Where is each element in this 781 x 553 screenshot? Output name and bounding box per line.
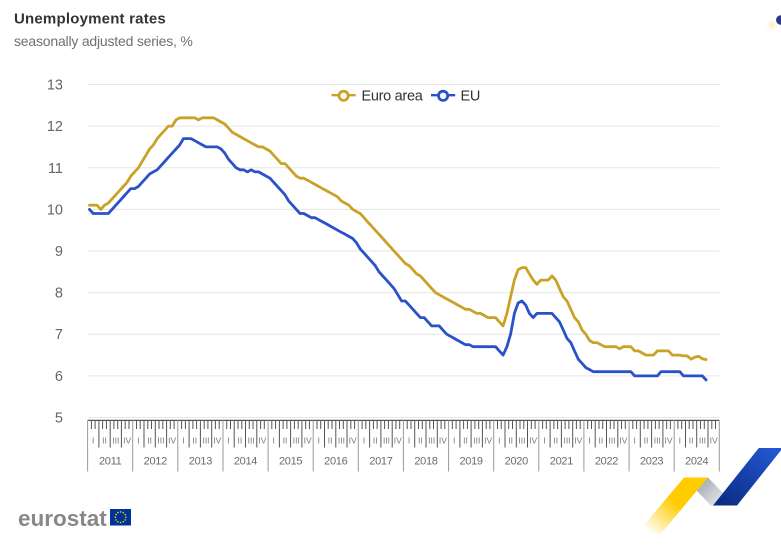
svg-text:IV: IV — [664, 436, 672, 446]
svg-text:IV: IV — [529, 436, 537, 446]
svg-text:2016: 2016 — [324, 456, 347, 468]
svg-text:2021: 2021 — [550, 456, 573, 468]
svg-text:2020: 2020 — [505, 456, 528, 468]
svg-text:I: I — [182, 436, 184, 446]
svg-text:II: II — [373, 436, 378, 446]
svg-text:9: 9 — [55, 244, 63, 260]
svg-text:III: III — [338, 436, 345, 446]
svg-text:II: II — [147, 436, 152, 446]
svg-text:10: 10 — [47, 202, 63, 218]
svg-text:I: I — [588, 436, 590, 446]
svg-text:12: 12 — [47, 119, 63, 135]
svg-text:IV: IV — [258, 436, 266, 446]
svg-text:III: III — [428, 436, 435, 446]
svg-text:5: 5 — [55, 411, 63, 427]
svg-text:II: II — [328, 436, 333, 446]
svg-text:III: III — [383, 436, 390, 446]
svg-text:III: III — [202, 436, 209, 446]
svg-text:II: II — [508, 436, 513, 446]
svg-text:I: I — [634, 436, 636, 446]
svg-text:7: 7 — [55, 327, 63, 343]
svg-text:II: II — [192, 436, 197, 446]
svg-text:II: II — [689, 436, 694, 446]
svg-text:Euro area: Euro area — [362, 88, 424, 104]
svg-text:I: I — [273, 436, 275, 446]
svg-text:I: I — [137, 436, 139, 446]
svg-text:2015: 2015 — [279, 456, 302, 468]
svg-text:I: I — [92, 436, 94, 446]
svg-text:13: 13 — [47, 78, 63, 94]
svg-text:II: II — [644, 436, 649, 446]
svg-text:11: 11 — [48, 161, 63, 177]
svg-text:I: I — [679, 436, 681, 446]
svg-text:III: III — [473, 436, 480, 446]
svg-text:2012: 2012 — [144, 456, 167, 468]
svg-text:III: III — [518, 436, 525, 446]
svg-text:II: II — [418, 436, 423, 446]
svg-text:I: I — [453, 436, 455, 446]
svg-text:8: 8 — [55, 286, 63, 302]
svg-text:2014: 2014 — [234, 456, 257, 468]
svg-text:III: III — [293, 436, 300, 446]
svg-text:seasonally adjusted series, %: seasonally adjusted series, % — [14, 33, 193, 49]
svg-text:2019: 2019 — [459, 456, 482, 468]
svg-text:II: II — [463, 436, 468, 446]
svg-text:IV: IV — [619, 436, 627, 446]
svg-text:III: III — [699, 436, 706, 446]
svg-text:2017: 2017 — [369, 456, 392, 468]
svg-text:II: II — [599, 436, 604, 446]
svg-text:6: 6 — [55, 369, 63, 385]
svg-text:I: I — [408, 436, 410, 446]
svg-text:2022: 2022 — [595, 456, 618, 468]
svg-text:III: III — [248, 436, 255, 446]
svg-text:IV: IV — [123, 436, 131, 446]
svg-text:2018: 2018 — [414, 456, 437, 468]
svg-text:IV: IV — [439, 436, 447, 446]
svg-text:eurostat: eurostat — [18, 506, 107, 531]
svg-text:III: III — [654, 436, 661, 446]
svg-text:IV: IV — [304, 436, 312, 446]
svg-text:2024: 2024 — [685, 456, 708, 468]
svg-text:IV: IV — [168, 436, 176, 446]
svg-text:2013: 2013 — [189, 456, 212, 468]
svg-text:I: I — [227, 436, 229, 446]
svg-text:I: I — [318, 436, 320, 446]
svg-text:IV: IV — [574, 436, 582, 446]
svg-text:III: III — [609, 436, 616, 446]
svg-text:III: III — [112, 436, 119, 446]
svg-text:III: III — [563, 436, 570, 446]
svg-text:Unemployment rates: Unemployment rates — [14, 10, 166, 27]
svg-text:I: I — [363, 436, 365, 446]
svg-text:2011: 2011 — [99, 456, 122, 468]
svg-text:II: II — [553, 436, 558, 446]
svg-text:III: III — [157, 436, 164, 446]
svg-text:I: I — [543, 436, 545, 446]
svg-text:IV: IV — [213, 436, 221, 446]
svg-text:IV: IV — [349, 436, 357, 446]
svg-text:II: II — [283, 436, 288, 446]
svg-text:I: I — [498, 436, 500, 446]
svg-text:II: II — [102, 436, 107, 446]
svg-text:IV: IV — [484, 436, 492, 446]
svg-text:II: II — [238, 436, 243, 446]
svg-text:IV: IV — [394, 436, 402, 446]
svg-text:IV: IV — [710, 436, 718, 446]
svg-text:2023: 2023 — [640, 456, 663, 468]
svg-text:EU: EU — [461, 88, 481, 104]
